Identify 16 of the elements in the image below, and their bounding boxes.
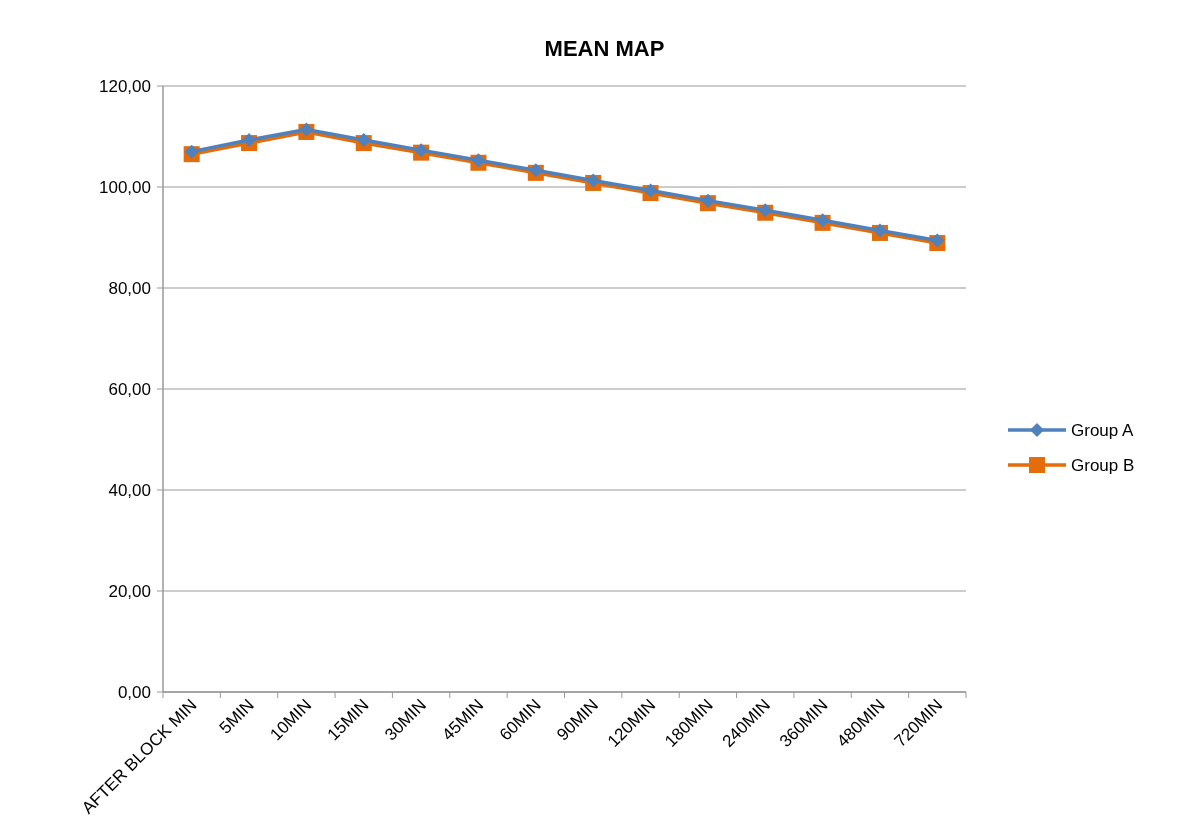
y-tick-label: 80,00 — [108, 278, 151, 298]
point — [356, 133, 371, 148]
point — [242, 133, 257, 148]
legend-label: Group B — [1071, 455, 1135, 475]
point — [184, 144, 199, 159]
y-tick-label: 60,00 — [108, 379, 151, 399]
y-tick-label: 0,00 — [117, 682, 151, 702]
point — [930, 233, 945, 248]
y-tick-label: 120,00 — [99, 76, 151, 96]
point — [643, 183, 658, 198]
y-tick-label: 20,00 — [108, 581, 151, 601]
legend-label: Group A — [1071, 420, 1135, 440]
point — [700, 193, 715, 208]
chart-title: MEAN MAP — [544, 36, 665, 61]
y-tick-label: 100,00 — [99, 177, 151, 197]
y-tick-label: 40,00 — [108, 480, 151, 500]
